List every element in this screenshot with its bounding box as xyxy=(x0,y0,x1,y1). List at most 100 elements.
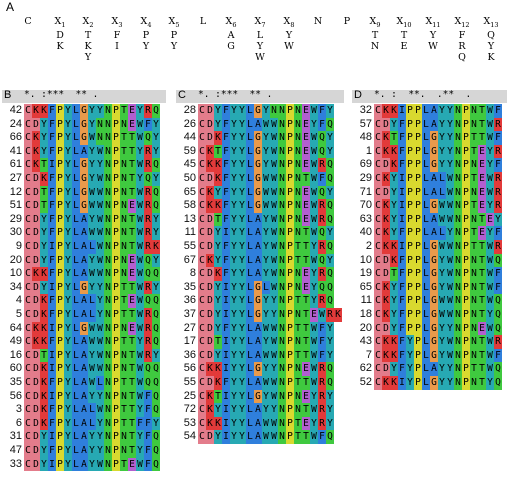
residue: Y xyxy=(270,294,278,308)
residue: A xyxy=(80,444,88,458)
residue: P xyxy=(406,117,414,132)
residue: K xyxy=(382,131,390,145)
residue: L xyxy=(246,362,254,376)
residue: C xyxy=(24,240,32,254)
residue: N xyxy=(104,457,112,472)
residue: Q xyxy=(326,376,334,390)
residue: N xyxy=(104,172,112,186)
residue: D xyxy=(206,335,214,349)
residue: W xyxy=(96,457,104,472)
residue: Y xyxy=(262,104,270,118)
residue: D xyxy=(32,240,40,254)
residue: C xyxy=(374,117,382,132)
residue: D xyxy=(32,348,40,363)
residue: T xyxy=(478,294,486,308)
residue: N xyxy=(470,212,478,227)
residue: Y xyxy=(136,335,144,349)
residue: N xyxy=(294,185,302,200)
residue: Q xyxy=(326,267,334,281)
residue: N xyxy=(294,335,302,349)
residue: L xyxy=(72,131,80,145)
residue: E xyxy=(478,226,486,240)
residue: F xyxy=(48,131,56,145)
sequence-row: 41 C K Y F P Y L A Y W N P T T Y R Y xyxy=(2,144,166,159)
sequence-row: 24 C D Y F P Y L G Y N N P N E W F Y xyxy=(2,117,166,132)
sequence-row: 30 C D Y F P Y L A W W N P N T W R Y xyxy=(2,226,166,240)
sequence-row: 54 C D Y I Y Y L A W W N P T T W F Q xyxy=(176,430,344,444)
residue: C xyxy=(198,389,206,404)
residue: L xyxy=(246,131,254,145)
residue: K xyxy=(390,144,398,159)
residue: K xyxy=(206,416,214,431)
residue: I xyxy=(222,389,230,404)
motif-residue-option: F xyxy=(458,30,466,41)
residue: K xyxy=(382,308,390,322)
residue: I xyxy=(48,430,56,444)
residue: P xyxy=(406,104,414,118)
residue: Q xyxy=(318,280,326,295)
residue: Y xyxy=(438,104,446,118)
residue: N xyxy=(278,253,286,268)
residue: D xyxy=(32,430,40,444)
residue: N xyxy=(278,416,286,431)
residue: L xyxy=(422,362,430,376)
residue: R xyxy=(494,144,502,159)
residue: K xyxy=(214,267,222,281)
residue: N xyxy=(104,212,112,227)
residue: Y xyxy=(446,321,454,336)
residue: G xyxy=(254,389,262,404)
motif-residue-option: I xyxy=(115,41,119,52)
residue: Y xyxy=(64,321,72,336)
residue: N xyxy=(454,104,462,118)
motif-position: X5 P Y xyxy=(159,16,189,52)
residue: W xyxy=(310,376,318,390)
residue: N xyxy=(104,389,112,404)
residue: K xyxy=(382,199,390,213)
residue: W xyxy=(270,253,278,268)
residue: C xyxy=(198,430,206,444)
sequence-id: 56 xyxy=(183,362,196,375)
residue: W xyxy=(136,253,144,268)
motif-position: X11 Y W xyxy=(418,16,448,52)
residue: L xyxy=(88,240,96,254)
residue: W xyxy=(270,376,278,390)
residue: Q xyxy=(152,457,160,472)
residue: P xyxy=(112,199,120,213)
residue: Y xyxy=(238,280,246,295)
residue: Y xyxy=(262,240,270,254)
residue: Q xyxy=(144,172,152,186)
residue: W xyxy=(310,362,318,376)
residue: W xyxy=(96,212,104,227)
residue: P xyxy=(406,158,414,172)
residue: Y xyxy=(326,389,334,404)
residue: P xyxy=(112,444,120,458)
residue: Y xyxy=(40,444,48,458)
sequence-row: 10 C D K F P P L G Y W N P N T W Q xyxy=(352,253,507,268)
residue: C xyxy=(374,226,382,240)
residue: I xyxy=(222,416,230,431)
residue: F xyxy=(48,226,56,240)
residue: N xyxy=(294,104,302,118)
residue: L xyxy=(246,117,254,132)
residue: Y xyxy=(486,199,494,213)
sequence-id: 16 xyxy=(9,348,22,361)
residue: K xyxy=(382,348,390,363)
motif-position: X3 F I xyxy=(102,16,132,52)
residue: F xyxy=(318,335,326,349)
residue: C xyxy=(198,253,206,268)
residue: Y xyxy=(406,376,414,390)
sequence-id: 35 xyxy=(183,280,196,293)
residue: E xyxy=(302,362,310,376)
residue: P xyxy=(286,362,294,376)
residue: T xyxy=(302,376,310,390)
residue: W xyxy=(96,226,104,240)
residue: Y xyxy=(40,212,48,227)
residue: T xyxy=(478,212,486,227)
residue: N xyxy=(470,308,478,322)
